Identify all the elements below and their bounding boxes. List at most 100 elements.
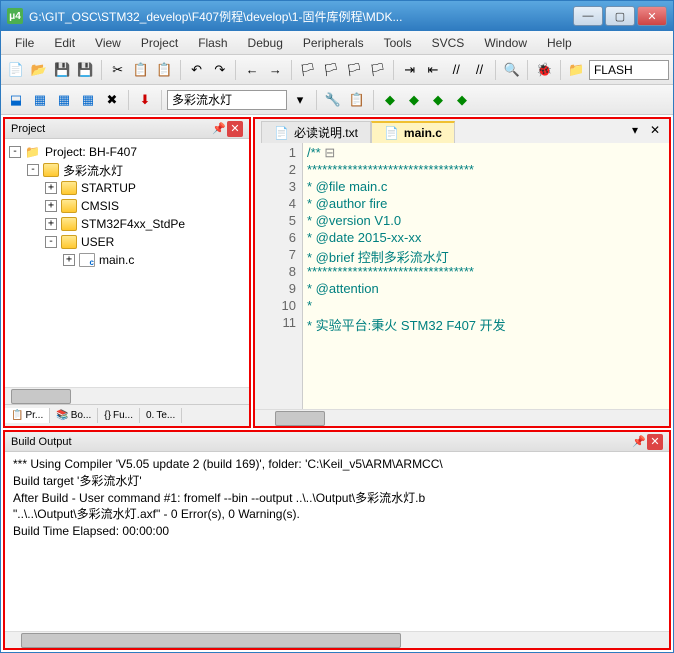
clear-bookmark-button[interactable]: 🏳 [367,59,388,81]
open-button[interactable]: 📂 [28,59,49,81]
tree-node[interactable]: +STM32F4xx_StdPe [9,215,245,233]
project-panel-header: Project 📌 ✕ [5,119,249,139]
outdent-button[interactable]: ⇤ [422,59,443,81]
translate-button[interactable]: ⬓ [5,89,27,111]
window-title: G:\GIT_OSC\STM32_develop\F407例程\develop\… [29,8,573,25]
rebuild-button[interactable]: ▦ [53,89,75,111]
panel-tab[interactable]: 📋Pr... [5,408,50,423]
menubar: FileEditViewProjectFlashDebugPeripherals… [1,31,673,55]
config-button[interactable]: 📁 [566,59,587,81]
menu-file[interactable]: File [5,33,44,53]
next-bookmark-button[interactable]: 🏳 [344,59,365,81]
menu-flash[interactable]: Flash [188,33,237,53]
tree-node[interactable]: -📁Project: BH-F407 [9,143,245,161]
build-button[interactable]: ▦ [29,89,51,111]
tree-label: USER [81,235,114,249]
editor-tab[interactable]: 📄main.c [371,121,455,143]
paste-button[interactable]: 📋 [154,59,175,81]
tab-label: main.c [404,126,442,140]
save-all-button[interactable]: 💾 [75,59,96,81]
code-text[interactable]: /** ⊟ ********************************* … [303,143,669,409]
tree-toggle[interactable]: + [45,200,57,212]
tree-node[interactable]: + CMSIS [9,197,245,215]
tree-toggle[interactable]: - [9,146,21,158]
folder-icon [61,217,77,231]
line-gutter: 1234567891011 [255,143,303,409]
new-button[interactable]: 📄 [5,59,26,81]
toolbar-build: ⬓ ▦ ▦ ▦ ✖ ⬇ ▾ 🔧 📋 ◆ ◆ ◆ ◆ [1,85,673,115]
tab-icon: 📚 [56,410,68,421]
tree-toggle[interactable]: - [45,236,57,248]
comment-button[interactable]: // [446,59,467,81]
minimize-button[interactable]: — [573,6,603,26]
tab-icon: 📋 [11,410,23,421]
panel-tab[interactable]: 📚Bo... [50,408,98,423]
menu-window[interactable]: Window [474,33,537,53]
tree-toggle[interactable]: - [27,164,39,176]
bookmark-button[interactable]: 🏳 [297,59,318,81]
editor-close-icon[interactable]: ✕ [647,122,663,138]
editor-menu-icon[interactable]: ▾ [627,122,643,138]
menu-project[interactable]: Project [131,33,188,53]
tree-node[interactable]: +main.c [9,251,245,269]
redo-button[interactable]: ↷ [209,59,230,81]
target-combo[interactable] [589,60,669,80]
tree-toggle[interactable]: + [45,182,57,194]
menu-peripherals[interactable]: Peripherals [293,33,374,53]
pack3-button[interactable]: ◆ [451,89,473,111]
tree-node[interactable]: -多彩流水灯 [9,161,245,179]
stop-build-button[interactable]: ✖ [101,89,123,111]
menu-tools[interactable]: Tools [374,33,422,53]
manage-button[interactable]: 📋 [346,89,368,111]
nav-back-button[interactable]: ← [241,59,262,81]
indent-button[interactable]: ⇥ [399,59,420,81]
download-button[interactable]: ⬇ [134,89,156,111]
project-hscroll[interactable] [5,387,249,404]
folder-icon [61,199,77,213]
code-editor[interactable]: 1234567891011 /** ⊟ ********************… [255,143,669,409]
close-button[interactable]: ✕ [637,6,667,26]
folder-icon [43,163,59,177]
manage-rte-button[interactable]: ◆ [379,89,401,111]
nav-fwd-button[interactable]: → [265,59,286,81]
panel-close-icon[interactable]: ✕ [227,121,243,137]
menu-help[interactable]: Help [537,33,582,53]
pin-icon[interactable]: 📌 [211,121,227,137]
tree-label: STARTUP [81,181,136,195]
editor-tab[interactable]: 📄必读说明.txt [261,121,371,143]
build-panel-header: Build Output 📌 ✕ [5,432,669,452]
menu-svcs[interactable]: SVCS [422,33,475,53]
prev-bookmark-button[interactable]: 🏳 [320,59,341,81]
menu-view[interactable]: View [85,33,131,53]
maximize-button[interactable]: ▢ [605,6,635,26]
cut-button[interactable]: ✂ [107,59,128,81]
batch-build-button[interactable]: ▦ [77,89,99,111]
options-button[interactable]: 🔧 [322,89,344,111]
editor-hscroll[interactable] [255,409,669,426]
menu-debug[interactable]: Debug [238,33,293,53]
debug-icon[interactable]: 🐞 [533,59,554,81]
combo-dropdown[interactable]: ▾ [289,89,311,111]
pack-button[interactable]: ◆ [403,89,425,111]
project-target-combo[interactable] [167,90,287,110]
tree-node[interactable]: - USER [9,233,245,251]
tree-node[interactable]: + STARTUP [9,179,245,197]
uncomment-button[interactable]: // [469,59,490,81]
undo-button[interactable]: ↶ [186,59,207,81]
build-close-icon[interactable]: ✕ [647,434,663,450]
save-button[interactable]: 💾 [52,59,73,81]
tree-toggle[interactable]: + [45,218,57,230]
build-pin-icon[interactable]: 📌 [631,434,647,450]
panel-tab[interactable]: 0.Te... [140,408,182,423]
find-button[interactable]: 🔍 [501,59,522,81]
tree-toggle[interactable]: + [63,254,75,266]
tab-icon: {} [104,410,111,421]
panel-tab[interactable]: {}Fu... [98,408,140,423]
project-tree[interactable]: -📁Project: BH-F407-多彩流水灯 + STARTUP + CMSIS +S… [5,139,249,387]
menu-edit[interactable]: Edit [44,33,85,53]
pack2-button[interactable]: ◆ [427,89,449,111]
tree-label: CMSIS [81,199,119,213]
build-hscroll[interactable] [5,631,669,648]
copy-button[interactable]: 📋 [130,59,151,81]
build-output-text[interactable]: *** Using Compiler 'V5.05 update 2 (buil… [5,452,669,631]
